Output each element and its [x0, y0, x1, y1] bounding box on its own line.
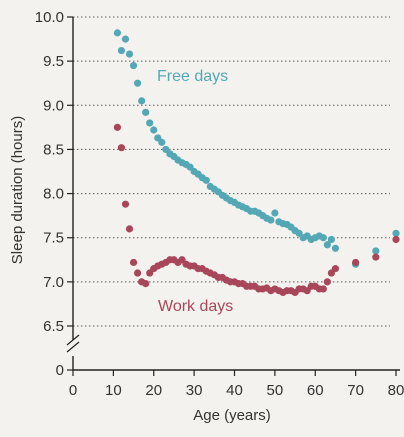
series-label-free-days: Free days [157, 68, 228, 85]
x-tick-label: 80 [388, 382, 404, 399]
free-days-point [121, 35, 130, 43]
free-days-point [319, 234, 327, 242]
y-tick-label: 9.5 [43, 53, 64, 70]
y-tick-label: 0 [56, 362, 64, 379]
work-days-point [392, 235, 400, 244]
free-days-point [142, 108, 150, 116]
y-tick-label: 7.0 [43, 274, 64, 291]
work-days-point [319, 285, 327, 293]
free-days-point [125, 50, 134, 58]
y-tick-label: 10.0 [35, 9, 64, 26]
x-tick-label: 40 [226, 382, 243, 399]
work-days-point [142, 280, 150, 288]
work-days-point [113, 123, 122, 131]
work-days-point [323, 278, 331, 286]
y-axis-title: Sleep duration (hours) [9, 116, 26, 264]
free-days-point [134, 79, 142, 87]
free-days-point [117, 46, 126, 55]
y-tick-label: 9.0 [43, 97, 64, 114]
x-tick-label: 0 [69, 382, 77, 399]
work-days-point [134, 269, 142, 277]
work-days-point [121, 200, 130, 208]
y-ticks: 0 6.5 7.0 7.5 8.0 8.5 9.0 9.5 10.0 [35, 9, 73, 379]
free-days-point [271, 209, 279, 217]
x-tick-label: 10 [105, 382, 122, 399]
work-days-point [125, 225, 134, 233]
work-days-point [117, 144, 126, 152]
free-days-point [323, 241, 331, 249]
y-tick-label: 7.5 [43, 230, 64, 247]
x-tick-label: 20 [145, 382, 162, 399]
x-axis-title: Age (years) [193, 407, 271, 424]
free-days-point [372, 247, 380, 255]
x-tick-label: 70 [347, 382, 364, 399]
grid-lines [73, 16, 390, 327]
axis-break-stroke [66, 341, 80, 353]
free-days-point [158, 138, 166, 146]
x-ticks: 0 10 20 30 40 50 60 70 80 [69, 370, 404, 399]
x-tick-label: 50 [267, 382, 284, 399]
axes [66, 17, 400, 371]
free-days-point [267, 216, 275, 224]
y-tick-label: 6.5 [43, 318, 64, 335]
free-days-point [146, 119, 154, 127]
free-days-point [331, 244, 340, 252]
free-days-point [392, 229, 400, 237]
free-days-point [129, 61, 138, 70]
x-tick-label: 60 [307, 382, 324, 399]
free-days-point [327, 235, 335, 244]
axis-break-stroke [66, 334, 80, 346]
free-days-point [150, 126, 158, 134]
work-days-point [129, 258, 138, 267]
work-days-point [372, 253, 380, 261]
y-tick-label: 8.5 [43, 141, 64, 158]
x-tick-label: 30 [186, 382, 203, 399]
data-points [113, 29, 400, 297]
free-days-point [138, 97, 146, 105]
free-days-point [202, 176, 210, 184]
work-days-point [352, 258, 360, 267]
free-days-point [113, 29, 122, 37]
axis-break-mark [66, 334, 80, 353]
y-tick-label: 8.0 [43, 186, 64, 203]
work-days-point [331, 265, 340, 273]
series-label-work-days: Work days [158, 298, 233, 315]
